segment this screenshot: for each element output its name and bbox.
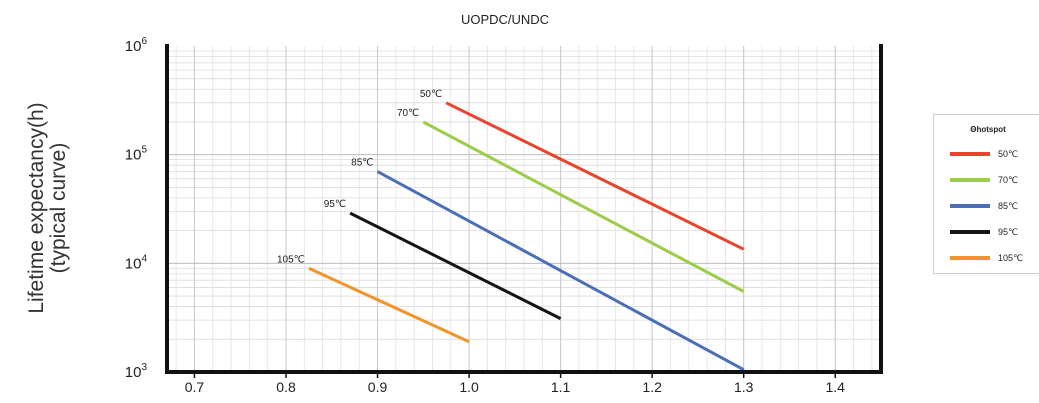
series-label-105c: 105℃ — [277, 254, 305, 265]
legend-item-95c: 95℃ — [950, 226, 1039, 238]
legend-label: 105℃ — [998, 253, 1024, 263]
series-line-50c — [445, 101, 745, 251]
legend-label: 70℃ — [998, 175, 1019, 185]
series-label-50c: 50℃ — [420, 89, 442, 100]
legend-swatch — [950, 152, 990, 156]
x-tick-label: 1.0 — [459, 379, 479, 395]
y-tick-exponent: 5 — [141, 145, 147, 156]
legend-swatch — [950, 204, 990, 208]
series-layer — [308, 101, 745, 372]
series-line-105c — [308, 266, 470, 344]
legend-item-70c: 70℃ — [950, 174, 1039, 186]
y-tick-label: 103 — [125, 362, 148, 381]
x-tick-label: 0.9 — [368, 379, 388, 395]
y-tick-label: 105 — [125, 145, 148, 164]
y-tick-exponent: 3 — [141, 362, 147, 373]
y-tick-base: 10 — [125, 255, 142, 272]
series-line-70c — [422, 120, 745, 293]
series-line-85c — [376, 170, 745, 372]
legend-label: 50℃ — [998, 149, 1019, 159]
x-tick-label: 0.7 — [185, 379, 205, 395]
series-label-95c: 95℃ — [324, 199, 346, 210]
chart-title: UOPDC/UNDC — [461, 12, 549, 27]
legend: Θhotspot 50℃ 70℃ 85℃ 95℃ 105℃ — [933, 114, 1039, 274]
x-tick-labels: 0.7 0.8 0.9 1.0 1.1 1.2 1.3 1.4 — [185, 372, 845, 395]
x-tick-label: 1.3 — [734, 379, 754, 395]
series-labels: 50℃70℃ 85℃ 95℃ 105℃ — [277, 89, 442, 265]
y-tick-exponent: 4 — [141, 253, 147, 264]
y-tick-label: 106 — [125, 36, 148, 55]
series-line-95c — [349, 211, 562, 320]
legend-swatch — [950, 178, 990, 182]
series-label-85c: 85℃ — [351, 157, 373, 168]
legend-item-85c: 85℃ — [950, 200, 1039, 212]
axes-layer — [165, 44, 883, 374]
y-tick-base: 10 — [125, 147, 142, 164]
y-tick-exponent: 6 — [141, 36, 147, 47]
y-axis-label-line-2: (typical curve) — [47, 142, 70, 274]
y-tick-base: 10 — [125, 364, 142, 381]
x-tick-label: 1.4 — [825, 379, 845, 395]
grid-major — [167, 46, 881, 372]
y-tick-label: 104 — [125, 253, 148, 272]
y-axis-label: Lifetime expectancy(h) (typical curve) — [25, 102, 70, 314]
y-tick-base: 10 — [125, 38, 142, 55]
x-tick-label: 1.1 — [551, 379, 571, 395]
x-tick-label: 0.8 — [276, 379, 296, 395]
y-axis-label-line-1: Lifetime expectancy(h) — [25, 102, 48, 314]
legend-item-50c: 50℃ — [950, 148, 1039, 160]
legend-label: 95℃ — [998, 227, 1019, 237]
legend-item-105c: 105℃ — [950, 252, 1039, 264]
legend-swatch — [950, 256, 990, 260]
grid-minor — [167, 46, 881, 372]
legend-title: Θhotspot — [970, 125, 1006, 134]
series-label-70c: 70℃ — [397, 108, 419, 119]
legend-swatch — [950, 230, 990, 234]
legend-label: 85℃ — [998, 201, 1019, 211]
x-tick-label: 1.2 — [642, 379, 662, 395]
